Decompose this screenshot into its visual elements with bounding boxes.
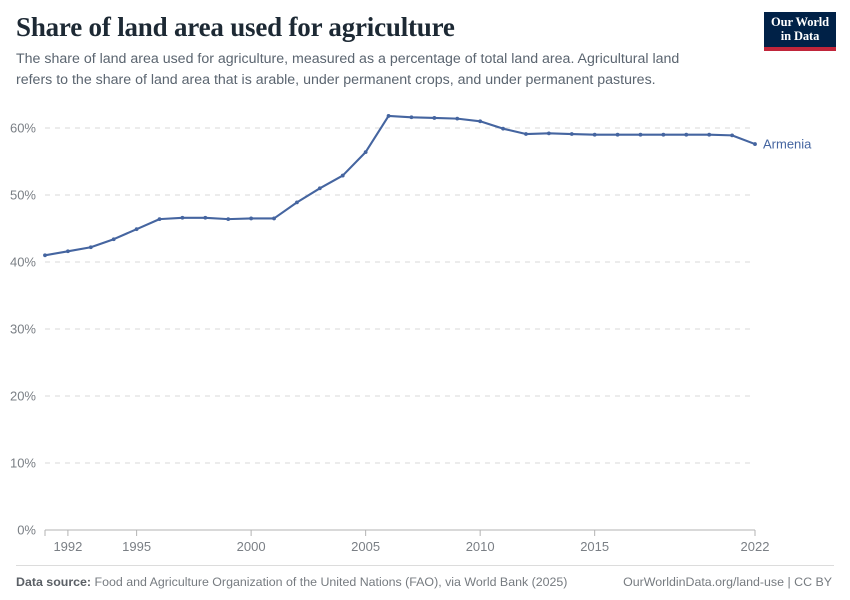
data-point[interactable] [111,237,116,242]
logo-line-1: Our World [770,15,830,29]
series-armenia[interactable] [43,114,757,258]
data-point[interactable] [478,119,483,124]
data-point[interactable] [203,215,208,220]
data-point[interactable] [592,132,597,137]
data-point[interactable] [730,133,734,138]
data-point[interactable] [180,215,185,220]
data-point[interactable] [43,253,47,258]
gridlines [45,127,755,464]
x-tick-label: 2022 [741,539,770,552]
y-tick-label: 20% [10,389,36,404]
y-tick-label: 30% [10,322,36,337]
data-point[interactable] [455,116,460,121]
data-point[interactable] [295,200,299,205]
data-point[interactable] [501,126,505,131]
data-point[interactable] [432,116,437,120]
data-point[interactable] [753,142,757,146]
data-point[interactable] [386,114,391,118]
y-axis-labels: 0% 10% 20% 30% 40% 50% 60% [10,121,36,538]
y-tick-label: 10% [10,456,36,471]
chart-footer: Data source: Food and Agriculture Organi… [16,565,834,589]
series-line[interactable] [43,114,757,257]
data-point[interactable] [569,132,574,136]
data-point[interactable] [226,217,231,222]
x-axis: 1992 1995 2000 2005 2010 2015 2022 [44,529,770,552]
series-name-label[interactable]: Armenia [763,137,812,152]
line-chart[interactable]: 0% 10% 20% 30% 40% 50% 60% 1992 1995 2000 2005 201… [0,96,850,552]
x-tick-label: 2000 [237,539,266,552]
data-point[interactable] [707,132,712,137]
data-point[interactable] [684,132,689,137]
series-legend-label[interactable]: Armenia [763,137,812,152]
y-tick-label: 0% [17,523,36,538]
data-point[interactable] [661,132,666,137]
x-tick-label: 2005 [351,539,380,552]
data-point[interactable] [340,173,345,178]
data-point[interactable] [249,216,254,221]
x-tick-label: 1992 [53,539,82,552]
data-point[interactable] [157,217,162,222]
data-point[interactable] [615,132,620,137]
data-point[interactable] [546,131,551,136]
footer-source-label: Data source: [16,575,92,589]
data-point[interactable] [317,186,322,191]
data-point[interactable] [66,249,70,254]
x-tick-label: 1995 [122,539,151,552]
footer-source-text: Food and Agriculture Organization of the… [94,575,568,589]
data-point[interactable] [134,227,139,232]
data-point[interactable] [363,150,368,155]
data-point[interactable] [409,115,414,120]
chart-header: Share of land area used for agriculture … [16,12,756,90]
logo-line-2: in Data [780,28,820,43]
footer-license: OurWorldinData.org/land-use | CC BY [623,575,832,589]
page-title: Share of land area used for agriculture [16,12,455,42]
data-point[interactable] [638,132,643,137]
our-world-in-data-logo[interactable]: Our World in Data [764,12,836,51]
y-tick-label: 40% [10,255,36,270]
footer-source: Data source: Food and Agriculture Organi… [16,575,567,589]
x-tick-label: 2010 [466,539,495,552]
data-point[interactable] [88,245,93,250]
data-point[interactable] [524,132,528,136]
chart-svg[interactable]: 0% 10% 20% 30% 40% 50% 60% 1992 1995 2000 2005 201… [0,96,850,552]
chart-subtitle: The share of land area used for agricult… [16,51,680,88]
data-point[interactable] [272,216,276,221]
x-tick-label: 2015 [580,539,609,552]
y-tick-label: 60% [10,121,36,136]
y-tick-label: 50% [10,188,36,203]
